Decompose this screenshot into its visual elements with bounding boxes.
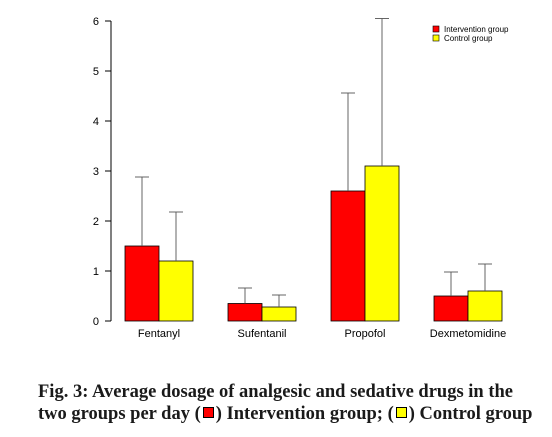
- caption-middle: ) Intervention group; (: [215, 404, 394, 424]
- error-bars: [135, 18, 492, 307]
- y-tick-label: 1: [93, 266, 99, 278]
- bar: [364, 165, 400, 322]
- bar: [158, 260, 194, 322]
- y-tick-label: 5: [93, 66, 99, 78]
- category-label: Fentanyl: [138, 328, 180, 340]
- bar: [330, 190, 366, 322]
- legend-label: Intervention group: [444, 25, 509, 34]
- bars: [124, 165, 503, 322]
- y-tick-label: 4: [93, 116, 99, 128]
- intervention-swatch: [202, 407, 214, 418]
- category-label: Dexmetomidine: [430, 328, 506, 340]
- y-tick-label: 2: [93, 216, 99, 228]
- caption-line-1: Fig. 3: Average dosage of analgesic and …: [38, 382, 513, 402]
- caption-prefix: two groups per day (: [38, 404, 201, 424]
- y-tick-label: 0: [93, 316, 99, 328]
- bar: [261, 306, 297, 322]
- y-tick-label: 3: [93, 166, 99, 178]
- y-axis: 0 1 2 3 4 5 6: [93, 16, 112, 328]
- category-labels: Fentanyl Sufentanil Propofol Dexmetomidine: [138, 328, 506, 340]
- bar-chart: 0 1 2 3 4 5 6 Fentanyl Sufentanil Propofol Dexmet…: [93, 16, 509, 340]
- bar: [433, 295, 469, 322]
- control-swatch: [395, 407, 407, 418]
- bar: [227, 303, 263, 322]
- legend-label: Control group: [444, 34, 493, 43]
- caption-suffix: ) Control group: [408, 404, 533, 424]
- legend-swatch: [432, 34, 440, 42]
- caption-line-2: two groups per day ( ) Intervention group…: [0, 403, 552, 425]
- category-label: Sufentanil: [238, 328, 287, 340]
- legend-swatch: [432, 25, 440, 33]
- bar: [467, 290, 503, 322]
- figure-caption: Fig. 3: Average dosage of analgesic and …: [0, 381, 552, 425]
- y-tick-label: 6: [93, 16, 99, 28]
- category-label: Propofol: [345, 328, 386, 340]
- bar: [124, 245, 160, 322]
